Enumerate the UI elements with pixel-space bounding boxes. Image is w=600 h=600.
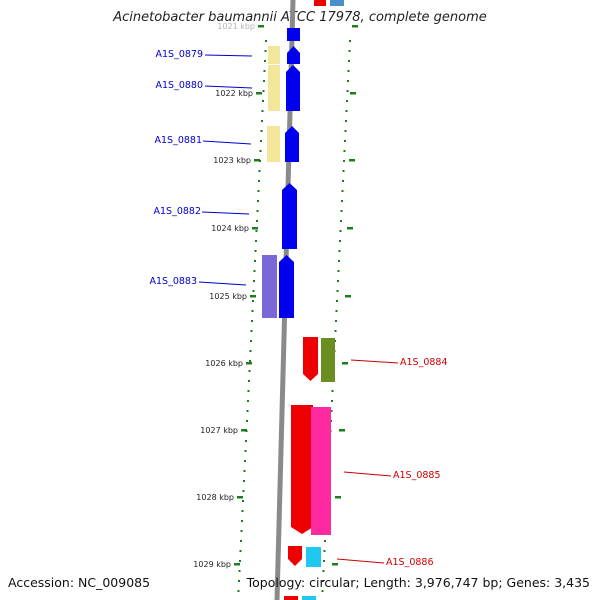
gene-leader-line <box>202 140 252 145</box>
tick-mark-right <box>347 227 353 230</box>
tick-mark-right <box>339 429 345 432</box>
tick-mark-left <box>258 25 264 28</box>
cds-block[interactable] <box>306 547 321 567</box>
gene-leader-line <box>204 85 253 89</box>
gene-leader-line <box>198 281 247 286</box>
cds-block[interactable] <box>262 255 277 318</box>
cds-block[interactable] <box>267 126 280 162</box>
tick-mark-right <box>342 362 348 365</box>
gene-arrow-a1s-0884[interactable] <box>303 337 318 381</box>
tick-label: 1021 kbp <box>217 22 255 31</box>
gene-leader-line <box>204 54 253 57</box>
tick-mark-left <box>252 227 258 230</box>
tick-mark-right <box>345 295 351 298</box>
cds-block[interactable] <box>311 407 331 535</box>
tick-mark-left <box>254 159 260 162</box>
tick-mark-right <box>332 563 338 566</box>
tick-label: 1023 kbp <box>213 156 251 165</box>
gene-label-a1s-0882[interactable]: A1S_0882 <box>154 206 202 217</box>
gene-leader-line <box>336 558 385 564</box>
tick-mark-right <box>350 92 356 95</box>
gene-leader-line <box>350 359 399 364</box>
feature-track <box>262 0 344 600</box>
tick-mark-right <box>352 25 358 28</box>
gene-block[interactable] <box>330 0 344 6</box>
gene-labels: A1S_0879 A1S_0880 A1S_0881 A1S_0882 A1S_0883… <box>150 49 448 568</box>
tick-label: 1029 kbp <box>193 560 231 569</box>
topology-text: Topology: circular; Length: 3,976,747 bp… <box>246 575 590 590</box>
gene-block[interactable] <box>302 596 316 600</box>
gene-block[interactable] <box>314 0 326 6</box>
gene-arrow-a1s-0879[interactable] <box>287 46 300 64</box>
tick-mark-left <box>256 92 262 95</box>
tick-mark-right <box>335 496 341 499</box>
gene-arrow-a1s-0880[interactable] <box>286 65 300 111</box>
kbp-ticks: 1021 kbp 1022 kbp 1023 kbp 1024 kbp 1025 kbp… <box>193 22 358 569</box>
tick-mark-left <box>250 295 256 298</box>
gene-leader-line <box>201 211 250 215</box>
cds-block[interactable] <box>321 338 335 382</box>
gene-arrow-a1s-0886[interactable] <box>288 546 302 566</box>
cds-block[interactable] <box>268 46 280 64</box>
tick-mark-right <box>349 159 355 162</box>
gene-label-a1s-0880[interactable]: A1S_0880 <box>156 80 204 91</box>
tick-mark-left <box>237 496 243 499</box>
gene-leader-line <box>343 471 392 477</box>
tick-label: 1024 kbp <box>211 224 249 233</box>
tick-mark-left <box>246 362 252 365</box>
gene-arrow-a1s-0883[interactable] <box>279 255 294 318</box>
gene-label-a1s-0885[interactable]: A1S_0885 <box>393 470 441 481</box>
gene-label-a1s-0883[interactable]: A1S_0883 <box>150 276 198 287</box>
gene-block[interactable] <box>287 28 300 41</box>
gene-label-a1s-0886[interactable]: A1S_0886 <box>386 557 434 568</box>
tick-label: 1026 kbp <box>205 359 243 368</box>
tick-label: 1028 kbp <box>196 493 234 502</box>
gene-label-a1s-0884[interactable]: A1S_0884 <box>400 357 448 368</box>
tick-mark-left <box>234 563 240 566</box>
gene-arrow-a1s-0882[interactable] <box>282 183 297 249</box>
tick-label: 1025 kbp <box>209 292 247 301</box>
cds-block[interactable] <box>268 65 280 111</box>
accession-text: Accession: NC_009085 <box>8 575 151 590</box>
tick-label: 1027 kbp <box>200 426 238 435</box>
tick-mark-left <box>241 429 247 432</box>
gene-label-a1s-0879[interactable]: A1S_0879 <box>156 49 204 60</box>
gene-label-a1s-0881[interactable]: A1S_0881 <box>155 135 203 146</box>
tick-label: 1022 kbp <box>215 89 253 98</box>
gene-arrow-a1s-0885[interactable] <box>291 405 313 534</box>
page-title: Acinetobacter baumannii ATCC 17978, comp… <box>113 10 487 25</box>
gene-block[interactable] <box>284 596 298 600</box>
gene-arrow-a1s-0881[interactable] <box>285 126 299 162</box>
